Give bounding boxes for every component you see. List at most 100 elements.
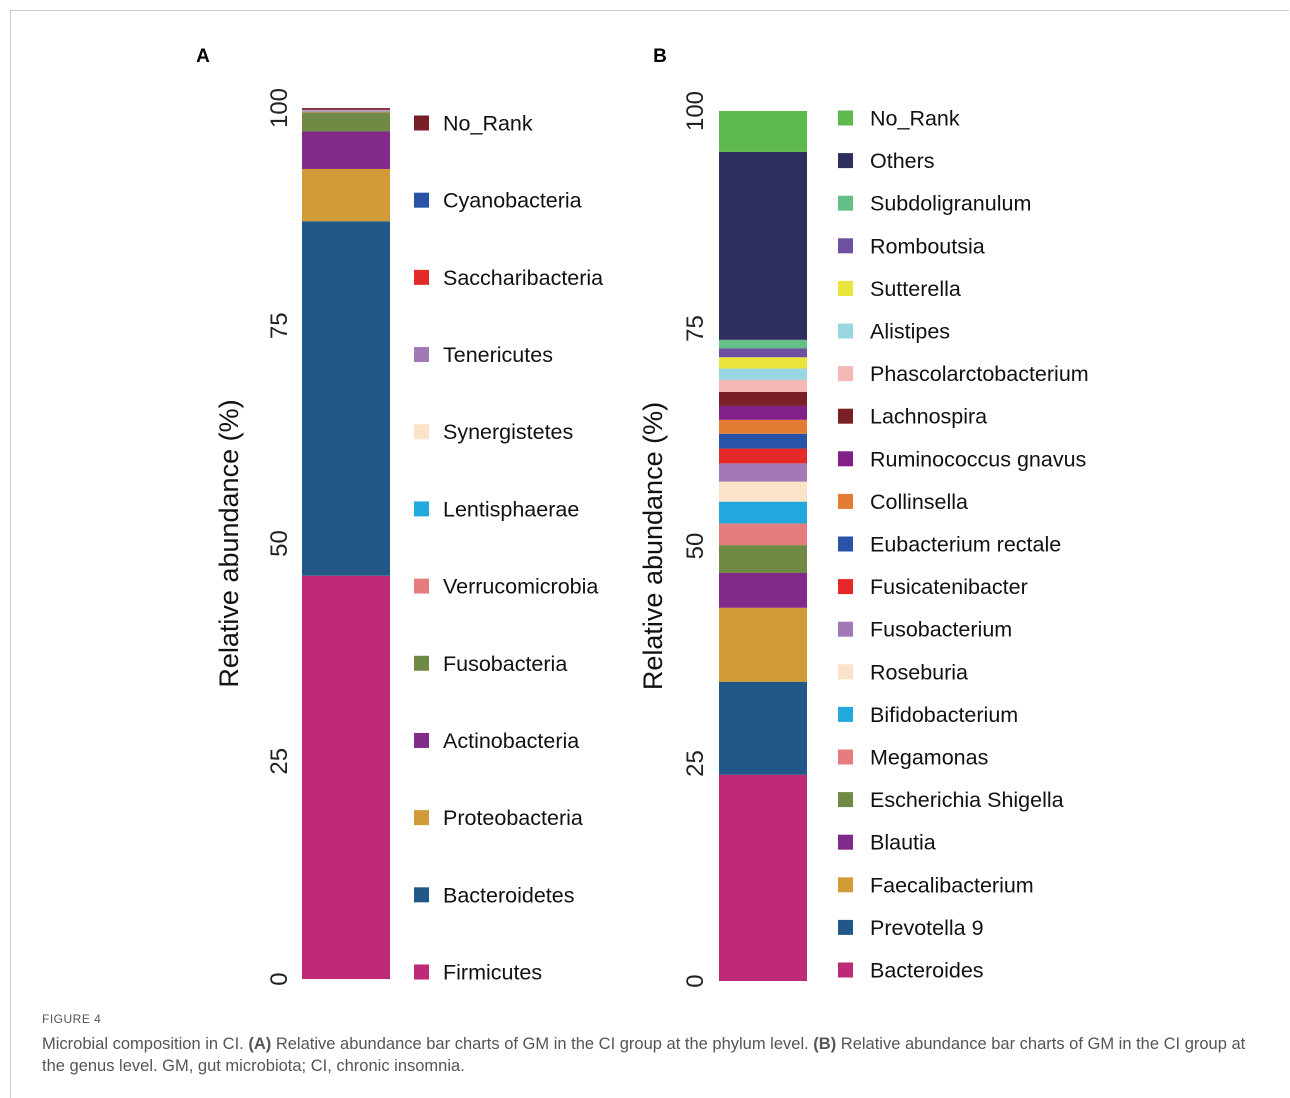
caption-part: (B) [813,1035,837,1053]
legend-swatch [414,424,429,440]
legend-label: Saccharibacteria [443,266,603,290]
legend-swatch [838,451,853,467]
y-tick-label: 100 [266,88,293,128]
bar-segment [719,774,807,981]
legend-swatch [414,964,429,980]
y-tick-label: 25 [266,748,293,775]
bar-segment [302,108,390,110]
legend-label: Blautia [870,831,936,855]
legend-swatch [414,810,429,826]
legend-swatch [414,115,429,131]
bar-segment [719,481,807,502]
bar-segment [719,379,807,393]
caption-part: Relative abundance bar charts of GM in t… [42,1035,1246,1075]
legend-label: Alistipes [870,320,950,344]
y-axis-label: Relative abundance (%) [638,402,668,690]
bar-segment [719,419,807,434]
bar-segment [302,111,390,112]
bar-segment [719,151,807,340]
legend-swatch [838,280,853,296]
legend-label: Bifidobacterium [870,703,1018,727]
legend-swatch [838,366,853,382]
legend-swatch [838,323,853,339]
legend-label: Fusobacterium [870,618,1012,642]
bar-segment [719,448,807,464]
legend-label: No_Rank [870,107,960,131]
legend-swatch [838,749,853,765]
legend-swatch [414,192,429,208]
legend-swatch [838,493,853,509]
legend-label: Sutterella [870,277,961,301]
legend-label: No_Rank [443,112,533,136]
legend-swatch [838,195,853,211]
legend-swatch [838,919,853,935]
legend-label: Fusobacteria [443,652,567,676]
y-tick-label: 50 [266,530,293,557]
legend-label: Proteobacteria [443,806,583,830]
legend-swatch [838,962,853,978]
legend-label: Bacteroides [870,959,984,983]
legend-swatch [414,887,429,903]
figure-label: FIGURE 4 [42,1012,102,1026]
legend-swatch [414,269,429,285]
bar-segment [719,523,807,546]
bar-segment [719,463,807,482]
caption-part: Relative abundance bar charts of GM in t… [271,1035,814,1053]
legend-swatch [838,536,853,552]
caption-part: (A) [248,1035,272,1053]
legend-swatch [838,877,853,893]
bar-segment [302,108,390,109]
legend-swatch [414,655,429,671]
bar-segment [719,607,807,682]
y-tick-label: 0 [266,972,293,985]
legend-label: Fusicatenibacter [870,575,1028,599]
legend-swatch [838,408,853,424]
y-tick-label: 75 [266,312,293,339]
legend-label: Escherichia Shigella [870,788,1064,812]
bar-segment [719,681,807,775]
legend-label: Lachnospira [870,405,987,429]
legend-label: Actinobacteria [443,729,579,753]
legend-swatch [414,578,429,594]
legend-swatch [838,153,853,169]
legend-swatch [838,579,853,595]
bar-segment [719,545,807,573]
legend-label: Phascolarctobacterium [870,362,1089,386]
legend-swatch [838,834,853,850]
figure-charts: A 0 25 50 75 100 Relative abundance (%) Firmicu… [196,46,1089,988]
bar-segment [302,110,390,112]
legend-label: Bacteroidetes [443,883,574,907]
bar-segment [302,112,390,132]
bar-segment [719,368,807,380]
bar-segment [302,131,390,169]
legend-swatch [838,664,853,680]
y-tick-label: 50 [682,533,709,560]
caption-part: Microbial composition in CI. [42,1035,249,1053]
legend-label: Romboutsia [870,234,985,258]
legend-label: Ruminococcus gnavus [870,447,1086,471]
legend-swatch [414,732,429,748]
bar-segment [302,221,390,576]
bar-segment [302,111,390,113]
y-axis-label: Relative abundance (%) [214,399,244,687]
y-tick-label: 75 [682,315,709,342]
legend-label: Collinsella [870,490,968,514]
bar-segment [302,110,390,111]
legend-swatch [414,501,429,517]
bar-segment [719,501,807,524]
y-tick-label: 25 [682,750,709,777]
bar-segment [302,168,390,222]
legend-label: Megamonas [870,746,988,770]
legend-label: Others [870,149,935,173]
legend-label: Cyanobacteria [443,189,582,213]
bar-segment [719,572,807,608]
bar-segment [719,348,807,358]
y-tick-label: 100 [682,91,709,131]
bar-segment [719,392,807,406]
legend-swatch [838,238,853,254]
panel-label-a: A [196,46,210,67]
bar-segment [302,109,390,111]
legend-label: Eubacterium rectale [870,533,1061,557]
legend-label: Roseburia [870,660,968,684]
legend-swatch [838,621,853,637]
